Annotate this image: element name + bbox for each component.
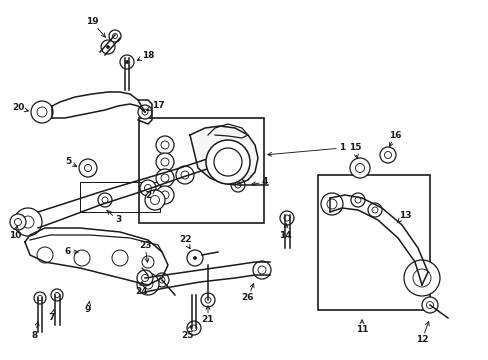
Text: 8: 8: [32, 322, 39, 339]
Circle shape: [125, 60, 128, 63]
Text: 11: 11: [355, 320, 367, 334]
Text: 5: 5: [65, 158, 77, 166]
Circle shape: [101, 40, 115, 54]
Circle shape: [34, 292, 46, 304]
Bar: [317, 175, 429, 310]
Text: 16: 16: [388, 130, 401, 147]
Circle shape: [51, 289, 63, 301]
Circle shape: [106, 45, 109, 49]
Polygon shape: [190, 126, 258, 185]
Text: 12: 12: [415, 321, 428, 345]
Text: 1: 1: [267, 144, 345, 156]
Circle shape: [205, 140, 249, 184]
Text: 20: 20: [12, 104, 28, 112]
Text: 19: 19: [85, 18, 105, 37]
Circle shape: [349, 158, 369, 178]
Circle shape: [156, 153, 174, 171]
Text: 22: 22: [179, 235, 191, 249]
Text: 13: 13: [397, 211, 410, 222]
Circle shape: [320, 193, 342, 215]
Circle shape: [186, 250, 203, 266]
Bar: [139, 118, 264, 223]
Circle shape: [137, 270, 153, 286]
Text: 21: 21: [202, 306, 214, 324]
Circle shape: [31, 101, 53, 123]
Text: 7: 7: [49, 310, 55, 323]
Text: 3: 3: [107, 211, 121, 225]
Circle shape: [367, 203, 381, 217]
Circle shape: [350, 193, 364, 207]
Circle shape: [230, 178, 244, 192]
Text: 14: 14: [278, 224, 291, 239]
Circle shape: [193, 256, 196, 260]
Circle shape: [403, 260, 439, 296]
Circle shape: [138, 105, 152, 119]
Circle shape: [156, 169, 174, 187]
Circle shape: [156, 136, 174, 154]
Circle shape: [252, 261, 270, 279]
Circle shape: [14, 208, 42, 236]
Circle shape: [201, 293, 215, 307]
Circle shape: [109, 30, 121, 42]
Circle shape: [280, 211, 293, 225]
Circle shape: [155, 273, 169, 287]
Circle shape: [137, 273, 159, 295]
Text: 9: 9: [84, 302, 91, 315]
Circle shape: [145, 190, 164, 210]
Text: 26: 26: [241, 284, 254, 302]
Text: 15: 15: [348, 144, 361, 158]
Text: 6: 6: [65, 248, 78, 256]
Text: 2: 2: [144, 190, 155, 199]
Circle shape: [120, 55, 134, 69]
Circle shape: [156, 186, 174, 204]
Text: 18: 18: [137, 50, 154, 60]
Bar: [80, 182, 160, 212]
Circle shape: [79, 159, 97, 177]
Circle shape: [98, 193, 112, 207]
Text: 17: 17: [146, 100, 164, 111]
Circle shape: [10, 214, 26, 230]
Circle shape: [186, 321, 201, 335]
Text: 4: 4: [251, 177, 267, 186]
Text: 23: 23: [139, 240, 151, 262]
Circle shape: [379, 147, 395, 163]
Circle shape: [140, 180, 156, 196]
Text: 25: 25: [182, 325, 194, 339]
Circle shape: [421, 297, 437, 313]
Text: 10: 10: [9, 226, 21, 240]
Circle shape: [176, 166, 194, 184]
Text: 24: 24: [135, 282, 148, 297]
